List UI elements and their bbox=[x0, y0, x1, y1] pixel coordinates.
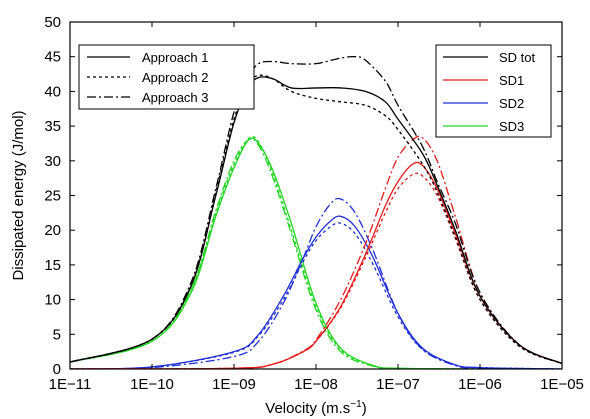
legend-label: SD2 bbox=[499, 96, 524, 111]
x-tick-label: 1E−11 bbox=[49, 376, 92, 393]
x-axis: 1E−11 1E−10 1E−09 1E−08 1E−07 1E−06 1E−05 bbox=[49, 22, 584, 393]
series-line-sd3-approach-3 bbox=[70, 138, 481, 369]
series-layer bbox=[70, 55, 562, 369]
series-line-sd1-approach-1 bbox=[70, 161, 562, 369]
y-tick-label: 0 bbox=[53, 361, 61, 378]
series-line-sd3-approach-1 bbox=[70, 137, 481, 369]
y-tick-label: 15 bbox=[44, 257, 61, 274]
y-tick-label: 50 bbox=[44, 14, 61, 31]
legend-approaches: Approach 1 Approach 2 Approach 3 bbox=[78, 44, 255, 110]
y-tick-label: 10 bbox=[44, 292, 61, 309]
y-tick-label: 30 bbox=[44, 153, 61, 170]
x-axis-title-text: Velocity (m.s bbox=[265, 400, 350, 417]
legend-label: Approach 1 bbox=[142, 50, 209, 65]
series-line-sd-tot-approach-2 bbox=[70, 74, 562, 365]
x-tick-label: 1E−09 bbox=[212, 376, 256, 393]
x-axis-title-superscript: −1 bbox=[350, 399, 362, 410]
series-line-sd2-approach-3 bbox=[70, 197, 562, 369]
y-tick-label: 45 bbox=[44, 49, 61, 66]
series-line-sd1-approach-2 bbox=[70, 172, 562, 369]
series-line-sd3-approach-2 bbox=[70, 135, 481, 369]
legend-box bbox=[435, 44, 552, 138]
x-tick-label: 1E−07 bbox=[376, 376, 420, 393]
legend-label: SD1 bbox=[499, 73, 524, 88]
x-tick-label: 1E−10 bbox=[130, 376, 174, 393]
x-tick-label: 1E−06 bbox=[458, 376, 502, 393]
y-axis: 0 5 10 15 20 25 30 35 40 45 50 bbox=[44, 14, 562, 378]
series-line-sd1-approach-3 bbox=[70, 135, 562, 369]
x-tick-label: 1E−05 bbox=[540, 376, 584, 393]
series-line-sd-tot-approach-3 bbox=[70, 55, 562, 365]
legend-box bbox=[78, 44, 255, 110]
y-tick-label: 40 bbox=[44, 83, 61, 100]
x-tick-label: 1E−08 bbox=[294, 376, 338, 393]
legend-label: Approach 3 bbox=[142, 90, 209, 105]
y-axis-title: Dissipated energy (J/mol) bbox=[10, 110, 27, 280]
y-tick-label: 20 bbox=[44, 222, 61, 239]
legend-components: SD tot SD1 SD2 SD3 bbox=[435, 44, 552, 138]
series-line-sd-tot-approach-1 bbox=[70, 76, 562, 365]
y-tick-label: 25 bbox=[44, 188, 61, 205]
x-axis-title-close: ) bbox=[362, 400, 367, 417]
y-tick-label: 5 bbox=[53, 326, 61, 343]
x-axis-title: Velocity (m.s−1) bbox=[265, 399, 366, 417]
legend-label: SD tot bbox=[499, 50, 536, 65]
y-tick-label: 35 bbox=[44, 118, 61, 135]
legend-label: SD3 bbox=[499, 119, 524, 134]
series-line-sd2-approach-2 bbox=[70, 222, 562, 369]
legend-label: Approach 2 bbox=[142, 70, 209, 85]
series-line-sd2-approach-1 bbox=[70, 215, 562, 369]
